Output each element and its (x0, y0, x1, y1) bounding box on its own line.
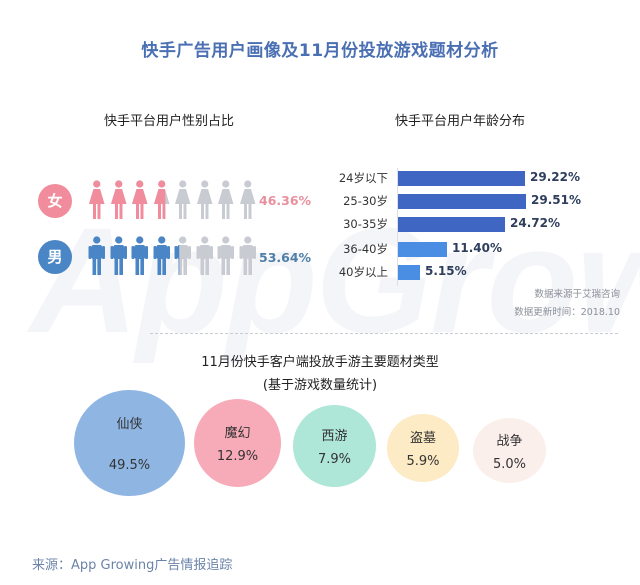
female-figure-icon (239, 180, 257, 220)
themes-subtitle: (基于游戏数量统计) (262, 378, 378, 393)
data-update-note: 数据更新时间：2018.10 (514, 307, 620, 318)
male-figure-icon (239, 236, 257, 276)
age-label: 40岁以上 (338, 265, 388, 279)
age-chart-axis (397, 168, 398, 286)
theme-value: 7.9% (317, 452, 352, 467)
male-figure-icon (153, 236, 171, 276)
male-pictogram (88, 236, 256, 276)
age-bar (398, 242, 447, 257)
age-bar (398, 265, 420, 280)
section-divider (150, 333, 618, 334)
theme-bubble: 西游 7.9% (293, 405, 376, 487)
male-figure-icon (174, 236, 192, 276)
theme-value: 5.0% (492, 456, 527, 472)
age-bar (398, 171, 525, 186)
age-bar-value: 29.22% (530, 170, 580, 184)
male-figure-icon (217, 236, 235, 276)
male-figure-icon (196, 236, 214, 276)
male-percent: 53.64% (259, 250, 312, 265)
female-figure-icon (196, 180, 214, 220)
female-percent: 46.36% (259, 193, 312, 208)
theme-name: 魔幻 (224, 426, 251, 441)
age-bar-value: 5.15% (425, 264, 467, 278)
theme-value: 5.9% (406, 454, 440, 469)
theme-bubble: 盗墓 5.9% (387, 414, 459, 482)
female-figure-icon (174, 180, 192, 220)
male-figure-icon (88, 236, 106, 276)
female-pictogram (88, 180, 256, 220)
age-label: 24岁以下 (338, 171, 388, 185)
male-badge: 男 (38, 240, 72, 274)
age-section-title: 快手平台用户年龄分布 (395, 114, 526, 129)
female-badge: 女 (38, 184, 72, 218)
theme-bubble: 仙侠 49.5% (74, 390, 185, 496)
age-label: 30-35岁 (343, 217, 388, 231)
female-figure-icon (110, 180, 128, 220)
age-bar (398, 217, 505, 232)
theme-name: 仙侠 (116, 417, 143, 432)
page-title: 快手广告用户画像及11月份投放游戏题材分析 (141, 41, 499, 61)
female-figure-icon (217, 180, 235, 220)
age-bar (398, 194, 526, 209)
theme-bubble: 魔幻 12.9% (194, 399, 281, 487)
age-bar-value: 11.40% (452, 241, 502, 255)
theme-name: 盗墓 (409, 431, 436, 446)
age-label: 36-40岁 (343, 242, 388, 256)
theme-value: 49.5% (108, 458, 151, 473)
male-figure-icon (131, 236, 149, 276)
theme-value: 12.9% (216, 449, 259, 464)
age-bar-value: 24.72% (510, 216, 560, 230)
age-label: 25-30岁 (343, 194, 388, 208)
theme-name: 西游 (321, 429, 348, 444)
female-figure-icon (153, 180, 171, 220)
source-credit: 来源：App Growing广告情报追踪 (32, 558, 233, 573)
data-source-note: 数据来源于艾瑞咨询 (534, 289, 620, 300)
female-figure-icon (131, 180, 149, 220)
male-figure-icon (110, 236, 128, 276)
age-bar-value: 29.51% (531, 193, 581, 207)
female-figure-icon (88, 180, 106, 220)
theme-name: 战争 (496, 433, 523, 449)
themes-title: 11月份快手客户端投放手游主要题材类型 (201, 355, 439, 370)
gender-section-title: 快手平台用户性别占比 (104, 114, 235, 129)
theme-bubble: 战争 5.0% (473, 418, 546, 483)
